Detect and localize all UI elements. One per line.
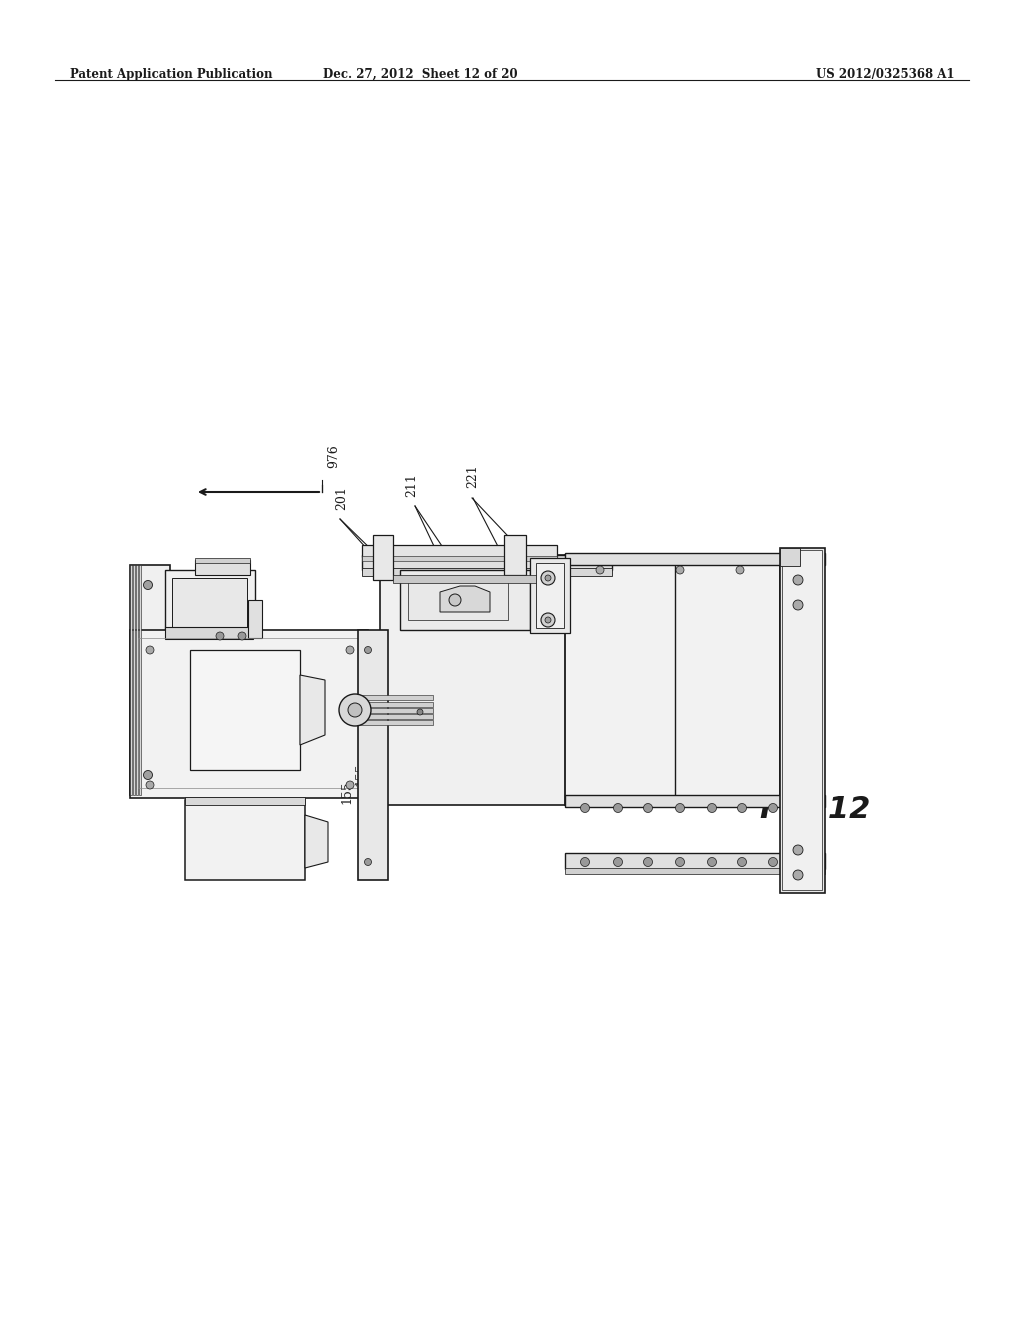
Polygon shape	[300, 675, 325, 744]
Circle shape	[676, 566, 684, 574]
Circle shape	[676, 858, 684, 866]
Bar	[362, 568, 612, 576]
Bar	[536, 564, 564, 628]
Circle shape	[613, 858, 623, 866]
Circle shape	[596, 566, 604, 574]
Text: Patent Application Publication: Patent Application Publication	[70, 69, 272, 81]
Bar	[185, 797, 305, 805]
Circle shape	[545, 616, 551, 623]
Circle shape	[708, 858, 717, 866]
Circle shape	[643, 804, 652, 813]
Bar	[362, 556, 557, 561]
Text: FIG 12: FIG 12	[760, 796, 870, 825]
Text: 976: 976	[327, 445, 340, 469]
Bar	[133, 565, 135, 795]
Bar	[358, 719, 433, 725]
Bar	[565, 554, 780, 805]
Bar	[138, 638, 358, 788]
Bar	[248, 601, 262, 638]
Circle shape	[736, 566, 744, 574]
Circle shape	[768, 858, 777, 866]
Bar	[195, 560, 250, 576]
Bar	[195, 558, 250, 564]
Circle shape	[676, 804, 684, 813]
Bar	[358, 702, 433, 708]
Circle shape	[737, 858, 746, 866]
Text: 201: 201	[335, 486, 348, 510]
Circle shape	[449, 594, 461, 606]
Circle shape	[146, 781, 154, 789]
Text: 221: 221	[466, 465, 479, 488]
Bar	[565, 853, 825, 869]
Bar	[362, 545, 557, 557]
Bar	[358, 630, 388, 880]
Bar	[780, 548, 800, 566]
Circle shape	[417, 709, 423, 715]
Bar	[130, 565, 170, 795]
Circle shape	[143, 771, 153, 780]
Circle shape	[737, 804, 746, 813]
Bar	[130, 565, 132, 795]
Bar	[373, 535, 393, 579]
Bar	[136, 565, 138, 795]
Bar	[185, 800, 305, 880]
Bar	[172, 578, 247, 628]
Bar	[190, 649, 300, 770]
Circle shape	[793, 845, 803, 855]
Bar	[358, 708, 433, 713]
Bar	[380, 554, 610, 805]
Bar	[358, 714, 433, 719]
Circle shape	[793, 576, 803, 585]
Bar	[400, 570, 530, 630]
Circle shape	[348, 704, 362, 717]
Bar	[565, 553, 825, 565]
Circle shape	[643, 858, 652, 866]
Circle shape	[768, 804, 777, 813]
Circle shape	[365, 858, 372, 866]
Circle shape	[581, 858, 590, 866]
Bar	[780, 548, 825, 894]
Bar	[165, 570, 255, 635]
Text: Dec. 27, 2012  Sheet 12 of 20: Dec. 27, 2012 Sheet 12 of 20	[323, 69, 517, 81]
Bar	[782, 550, 822, 890]
Circle shape	[365, 647, 372, 653]
Bar	[408, 578, 508, 620]
Circle shape	[541, 612, 555, 627]
Circle shape	[613, 804, 623, 813]
Text: 155: 155	[340, 780, 353, 804]
Circle shape	[143, 581, 153, 590]
Bar	[504, 535, 526, 576]
Bar	[530, 558, 570, 634]
Bar	[362, 554, 612, 570]
Text: US 2012/0325368 A1: US 2012/0325368 A1	[816, 69, 955, 81]
Circle shape	[581, 804, 590, 813]
Bar	[139, 565, 141, 795]
Bar	[565, 795, 825, 807]
Bar	[165, 627, 253, 639]
Circle shape	[216, 632, 224, 640]
Polygon shape	[440, 586, 490, 612]
Text: 155: 155	[354, 762, 367, 785]
Bar	[130, 630, 368, 799]
Bar	[358, 696, 433, 700]
Circle shape	[346, 781, 354, 789]
Text: 211: 211	[406, 473, 418, 498]
Circle shape	[793, 870, 803, 880]
Circle shape	[793, 601, 803, 610]
Bar	[393, 576, 538, 583]
Circle shape	[238, 632, 246, 640]
Circle shape	[541, 572, 555, 585]
Circle shape	[545, 576, 551, 581]
Polygon shape	[305, 814, 328, 869]
Circle shape	[146, 645, 154, 653]
Circle shape	[346, 645, 354, 653]
Circle shape	[708, 804, 717, 813]
Circle shape	[339, 694, 371, 726]
Bar	[565, 869, 825, 874]
